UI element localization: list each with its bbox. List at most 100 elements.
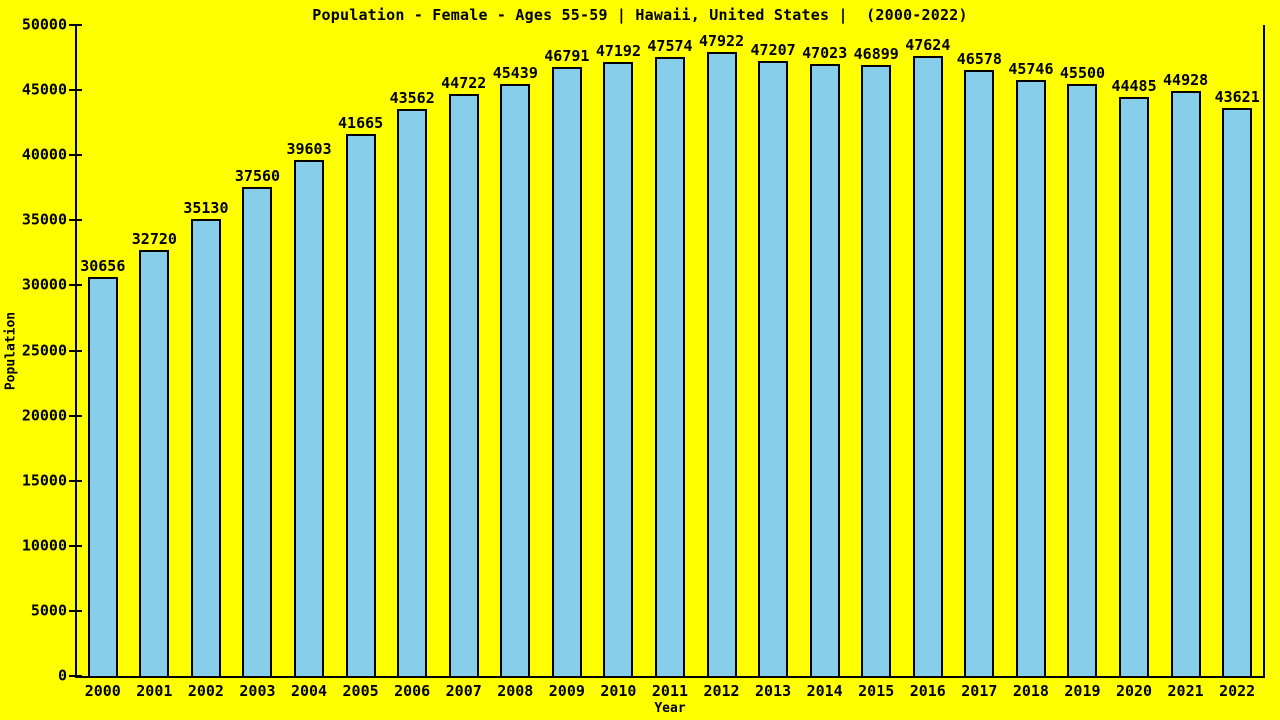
- x-tick-label: 2017: [961, 682, 998, 700]
- bar: [345, 133, 376, 676]
- bar-group: 37560 2003: [235, 25, 280, 698]
- bar-group: 45500 2019: [1060, 25, 1105, 698]
- bar-value-label: 46791: [544, 46, 590, 65]
- x-tick-label: 2001: [136, 682, 173, 700]
- bar: [448, 93, 479, 676]
- bar-group: 44928 2021: [1163, 25, 1208, 699]
- bar-group: 35130 2002: [183, 25, 228, 698]
- bar-value-label: 45500: [1059, 63, 1106, 82]
- bar-value-label: 47207: [750, 41, 796, 60]
- bar: [758, 61, 789, 676]
- bar-group: 46791 2009: [544, 25, 589, 698]
- bar: [294, 160, 325, 676]
- bar: [603, 61, 634, 676]
- bar: [1222, 108, 1253, 676]
- y-tick-label: 15000: [21, 471, 67, 490]
- y-tick-label: 25000: [21, 341, 67, 359]
- bar-value-label: 45746: [1008, 60, 1054, 79]
- x-tick-label: 2014: [806, 682, 843, 700]
- y-tick-label: 0: [57, 666, 67, 685]
- bar: [1015, 80, 1046, 676]
- y-tick-mark: [69, 154, 82, 157]
- bar-group: 47574 2011: [647, 25, 692, 698]
- y-tick-label: 40000: [21, 145, 67, 164]
- bar-group: 32720 2001: [132, 25, 177, 699]
- bar: [1119, 96, 1150, 676]
- bar-value-label: 44485: [1111, 76, 1157, 95]
- chart-title: Population - Female - Ages 55-59 | Hawai…: [312, 6, 968, 24]
- plot-area: 0 5000 10000 15000 20000 25000 30000 35000 40000…: [22, 17, 1265, 699]
- bar-value-label: 46578: [956, 49, 1002, 68]
- bar-value-label: 41665: [338, 113, 384, 132]
- x-tick-label: 2008: [497, 682, 534, 700]
- x-tick-label: 2022: [1219, 682, 1256, 700]
- x-tick-label: 2011: [651, 682, 689, 700]
- bar-value-label: 46899: [853, 45, 899, 64]
- bar-value-label: 43621: [1214, 88, 1260, 107]
- y-tick-mark: [69, 89, 82, 92]
- bar-group: 43562 2006: [390, 25, 435, 698]
- x-tick-label: 2018: [1012, 682, 1049, 700]
- bar-group: 41665 2005: [338, 25, 383, 698]
- y-axis-title: Population: [3, 311, 19, 391]
- bar-group: 43621 2022: [1215, 25, 1260, 699]
- bar: [551, 66, 582, 676]
- bar-group: 47023 2014: [802, 25, 847, 698]
- x-tick-label: 2021: [1167, 682, 1204, 700]
- x-tick-label: 2007: [445, 682, 482, 700]
- x-tick-label: 2009: [548, 682, 585, 700]
- bar-group: 47624 2016: [905, 25, 950, 698]
- bar-group: 46578 2017: [957, 25, 1002, 698]
- x-tick-label: 2004: [290, 682, 328, 700]
- bar: [809, 63, 840, 676]
- y-tick-mark: [69, 284, 82, 287]
- bar-group: 47207 2013: [751, 25, 796, 699]
- bar-value-label: 44722: [441, 73, 487, 92]
- y-tick-label: 50000: [21, 15, 67, 34]
- bar-group: 39603 2004: [286, 25, 331, 699]
- x-tick-label: 2002: [187, 682, 224, 700]
- bar: [861, 65, 892, 676]
- x-tick-label: 2016: [909, 682, 946, 700]
- bar-group: 30656 2000: [80, 25, 125, 698]
- y-tick-label: 30000: [21, 275, 67, 294]
- x-tick-label: 2005: [342, 682, 379, 700]
- x-axis-title: Year: [654, 701, 686, 716]
- y-tick-mark: [69, 414, 82, 417]
- y-tick-mark: [69, 24, 82, 26]
- bar: [397, 108, 428, 676]
- bar-group: 45439 2008: [493, 25, 538, 699]
- bar-group: 44485 2020: [1111, 25, 1156, 698]
- bar-value-label: 35130: [183, 198, 229, 217]
- bar: [964, 69, 995, 676]
- x-tick-label: 2010: [600, 682, 637, 700]
- x-tick-label: 2000: [84, 682, 121, 700]
- bar: [654, 56, 685, 676]
- bar-group: 46899 2015: [854, 25, 899, 699]
- y-tick-label: 45000: [21, 80, 67, 99]
- x-tick-label: 2012: [703, 682, 740, 700]
- bar-value-label: 47574: [647, 36, 693, 55]
- bar-group: 45746 2018: [1008, 25, 1053, 699]
- bar: [1067, 83, 1098, 676]
- bar-value-label: 44928: [1163, 71, 1209, 90]
- x-tick-label: 2003: [239, 682, 276, 700]
- y-tick-label: 20000: [21, 406, 67, 425]
- bar-value-label: 32720: [131, 230, 177, 248]
- bar-group: 44722 2007: [441, 25, 486, 698]
- y-tick-mark: [69, 544, 82, 547]
- x-tick-label: 2020: [1115, 682, 1153, 700]
- y-tick-mark: [69, 609, 82, 612]
- bar: [139, 250, 170, 676]
- bar-value-label: 43562: [389, 88, 435, 107]
- bar: [87, 276, 118, 676]
- x-tick-label: 2006: [394, 682, 431, 700]
- bar: [500, 84, 531, 676]
- bar-value-label: 30656: [80, 256, 126, 275]
- bar-value-label: 47624: [905, 35, 951, 54]
- y-tick-mark: [69, 219, 82, 222]
- x-tick-label: 2013: [755, 682, 792, 700]
- bar-value-label: 39603: [286, 140, 332, 159]
- bar-value-label: 47922: [698, 32, 745, 51]
- y-tick-mark: [69, 349, 82, 352]
